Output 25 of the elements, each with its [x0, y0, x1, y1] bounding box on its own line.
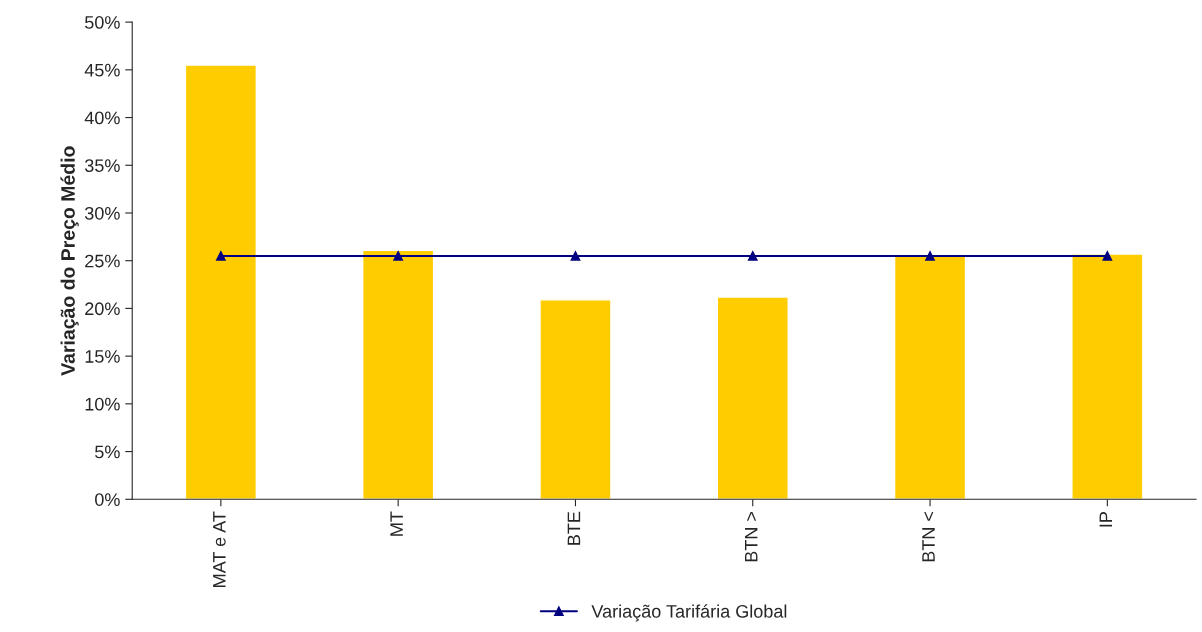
y-tick-label: 30%	[84, 206, 120, 220]
x-tick-label: MAT e AT	[213, 511, 226, 587]
y-tick-label: 15%	[85, 350, 120, 363]
y-tick-label: 50%	[85, 16, 120, 29]
bar	[539, 299, 612, 500]
x-tick-label: BTN <	[922, 511, 935, 562]
bar	[184, 64, 258, 500]
y-tick-label: 0%	[95, 493, 120, 506]
bar	[716, 296, 789, 500]
x-tick-label: BTE	[567, 511, 581, 545]
y-tick-label: 25%	[85, 254, 120, 268]
y-tick-label: 45%	[84, 63, 120, 77]
y-tick-label: 40%	[84, 111, 120, 125]
bar	[362, 249, 435, 500]
y-tick-label: 5%	[95, 445, 120, 459]
x-tick-label: IP	[1099, 512, 1113, 527]
x-tick-label: MT	[390, 511, 403, 536]
bar	[893, 255, 967, 500]
legend-label: Variação Tarifária Global	[591, 604, 787, 622]
x-tick-label: BTN >	[745, 511, 758, 562]
y-tick-label: 20%	[85, 302, 120, 316]
y-axis-title: Variação do Preço Médio	[60, 146, 79, 376]
y-tick-label: 35%	[84, 159, 120, 172]
bar	[1071, 253, 1144, 500]
y-tick-label: 10%	[85, 397, 120, 411]
